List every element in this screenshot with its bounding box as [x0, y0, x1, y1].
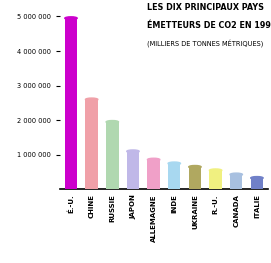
Ellipse shape: [189, 165, 201, 168]
Ellipse shape: [251, 176, 263, 179]
Text: LES DIX PRINCIPAUX PAYS: LES DIX PRINCIPAUX PAYS: [147, 3, 264, 12]
Bar: [85, 99, 98, 189]
Bar: [230, 174, 243, 189]
Ellipse shape: [147, 158, 160, 161]
Ellipse shape: [65, 17, 77, 19]
Bar: [147, 160, 160, 189]
Bar: [168, 163, 180, 189]
Bar: [65, 18, 77, 189]
Ellipse shape: [127, 150, 139, 153]
Bar: [106, 122, 118, 189]
Bar: [127, 151, 139, 189]
Ellipse shape: [85, 98, 98, 101]
Ellipse shape: [230, 173, 243, 176]
Bar: [251, 178, 263, 189]
Text: (MILLIERS DE TONNES MÉTRIQUES): (MILLIERS DE TONNES MÉTRIQUES): [147, 40, 264, 48]
Ellipse shape: [168, 162, 180, 165]
Bar: [209, 170, 222, 189]
Ellipse shape: [106, 120, 118, 123]
Bar: [189, 167, 201, 189]
Text: ÉMETTEURS DE CO2 EN 1992: ÉMETTEURS DE CO2 EN 1992: [147, 21, 271, 30]
Ellipse shape: [209, 169, 222, 172]
